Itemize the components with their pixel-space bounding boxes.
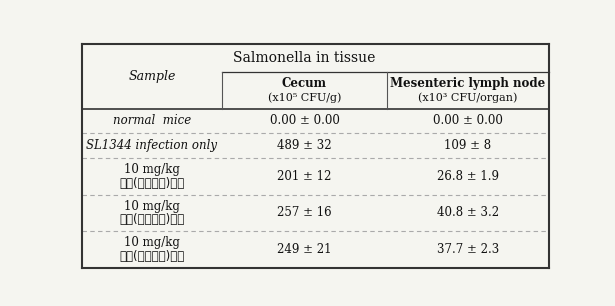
Text: 0.00 ± 0.00: 0.00 ± 0.00 [433,114,502,128]
Text: 참깨(생물전환)산물: 참깨(생물전환)산물 [119,250,184,263]
Text: (x10⁵ CFU/g): (x10⁵ CFU/g) [268,92,341,103]
Text: 대두(생물전환)산물: 대두(생물전환)산물 [119,213,184,226]
Text: Sample: Sample [129,70,176,83]
Text: (x10³ CFU/organ): (x10³ CFU/organ) [418,92,517,103]
Text: Salmonella in tissue: Salmonella in tissue [233,51,376,65]
Text: SL1344 infection only: SL1344 infection only [87,139,218,152]
Text: 201 ± 12: 201 ± 12 [277,170,331,183]
Text: 109 ± 8: 109 ± 8 [444,139,491,152]
Text: 미강(생물전환)산물: 미강(생물전환)산물 [119,177,184,190]
Text: 249 ± 21: 249 ± 21 [277,243,331,256]
Text: 10 mg/kg: 10 mg/kg [124,163,180,176]
Text: normal  mice: normal mice [113,114,191,128]
Text: 10 mg/kg: 10 mg/kg [124,236,180,249]
Text: 0.00 ± 0.00: 0.00 ± 0.00 [269,114,339,128]
Text: Cecum: Cecum [282,77,327,90]
Text: 257 ± 16: 257 ± 16 [277,206,331,219]
Text: 10 mg/kg: 10 mg/kg [124,200,180,213]
Text: 37.7 ± 2.3: 37.7 ± 2.3 [437,243,499,256]
Text: Mesenteric lymph node: Mesenteric lymph node [390,77,546,90]
Text: 26.8 ± 1.9: 26.8 ± 1.9 [437,170,499,183]
Text: 40.8 ± 3.2: 40.8 ± 3.2 [437,206,499,219]
Text: 489 ± 32: 489 ± 32 [277,139,331,152]
